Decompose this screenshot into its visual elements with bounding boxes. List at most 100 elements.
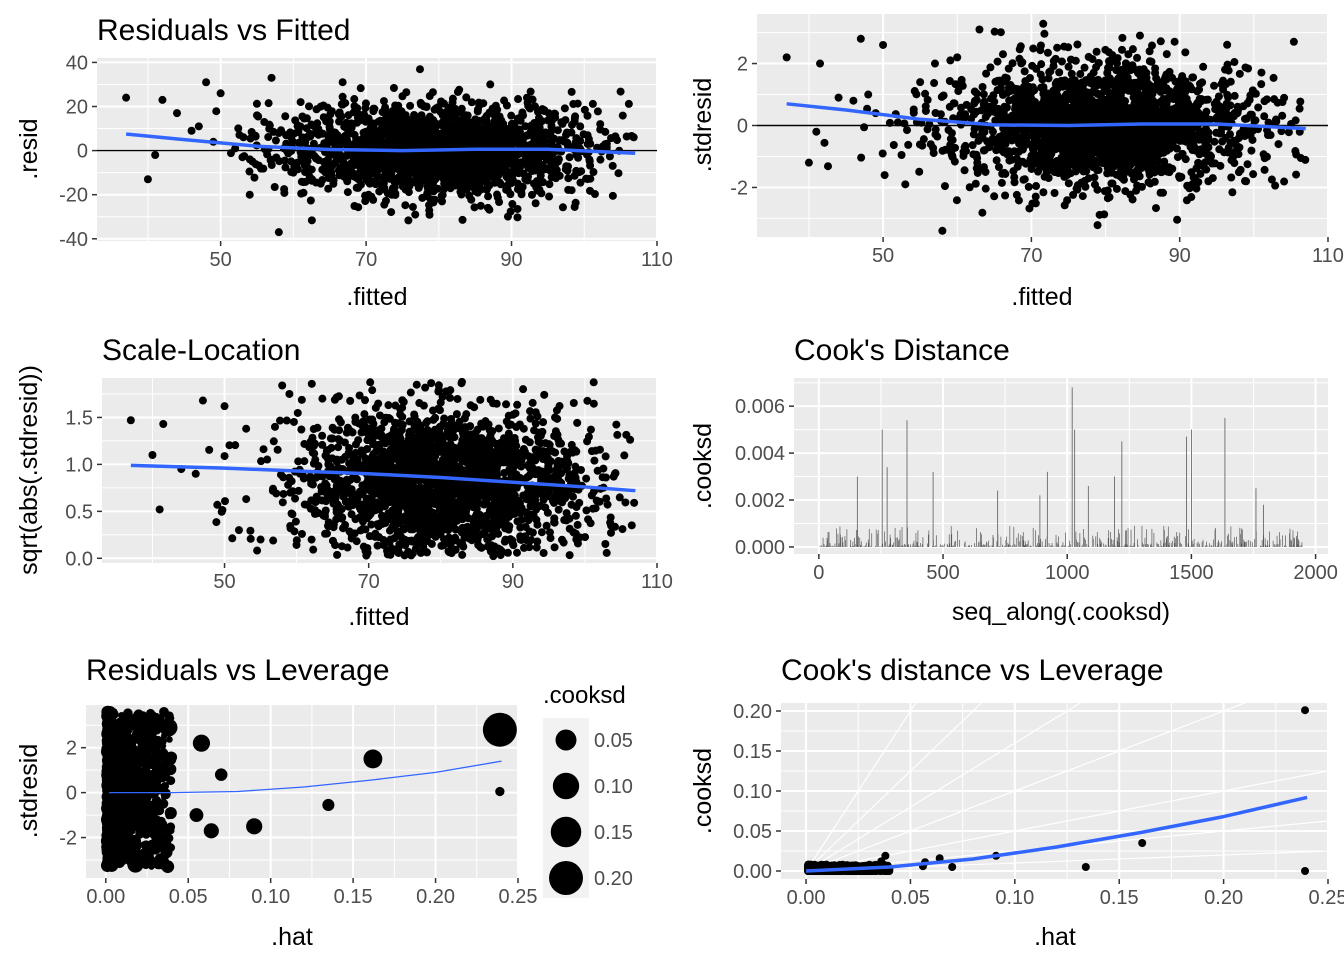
data-point (1246, 110, 1255, 119)
data-point (212, 107, 221, 116)
data-point (280, 156, 289, 165)
data-point (1050, 189, 1059, 198)
data-point (1098, 114, 1107, 123)
data-point (1134, 69, 1143, 78)
data-point (782, 53, 791, 62)
data-point (406, 101, 415, 110)
data-point (343, 161, 352, 170)
data-point (480, 170, 489, 179)
data-point (1078, 192, 1087, 201)
data-point (1146, 164, 1155, 173)
data-point (1151, 204, 1160, 213)
y-tick-label: 20 (66, 97, 88, 119)
data-point (1230, 58, 1239, 67)
data-point (465, 160, 474, 169)
data-point (1187, 193, 1196, 202)
data-point (1200, 149, 1209, 158)
data-point (938, 226, 947, 235)
point-cloud (212, 65, 638, 225)
data-point (158, 95, 167, 104)
data-point (551, 113, 560, 122)
data-point (449, 149, 458, 158)
x-tick-label: 90 (500, 249, 522, 271)
data-point (470, 203, 479, 212)
data-point (221, 497, 230, 506)
data-point (1053, 43, 1062, 52)
data-point (494, 128, 503, 137)
data-point (834, 93, 843, 102)
data-point (1089, 81, 1098, 90)
data-point (944, 125, 953, 134)
data-point (1037, 126, 1046, 135)
data-point (1230, 147, 1239, 156)
data-point (501, 136, 510, 145)
data-point (804, 158, 813, 167)
data-point (1039, 19, 1048, 28)
data-point (624, 99, 633, 108)
data-point (1240, 132, 1249, 141)
data-point (530, 426, 539, 435)
data-point (381, 103, 390, 112)
data-point (296, 98, 305, 107)
data-point (1005, 96, 1014, 105)
data-point (238, 153, 247, 162)
data-point (1187, 168, 1196, 177)
data-point (1067, 69, 1076, 78)
data-point (361, 104, 370, 113)
data-point (1216, 161, 1225, 170)
data-point (307, 379, 316, 388)
data-point (487, 129, 496, 138)
x-tick-label: 50 (210, 249, 232, 271)
data-point (312, 125, 321, 134)
data-point (480, 160, 489, 169)
data-point (545, 180, 554, 189)
data-point (326, 166, 335, 175)
data-point (1225, 130, 1234, 139)
data-point (287, 157, 296, 166)
data-point (526, 414, 535, 423)
data-point (1100, 86, 1109, 95)
data-point (340, 152, 349, 161)
data-point (499, 164, 508, 173)
data-point (580, 105, 589, 114)
data-point (618, 111, 627, 120)
data-point (297, 177, 306, 186)
data-point (513, 204, 522, 213)
data-point (988, 107, 997, 116)
smooth-line (786, 102, 1306, 131)
data-point (1110, 162, 1119, 171)
data-point (538, 141, 547, 150)
data-point (576, 122, 585, 131)
data-point (1156, 37, 1165, 46)
data-point (1260, 112, 1269, 121)
data-point (1023, 109, 1032, 118)
data-point (1117, 99, 1126, 108)
data-point (1111, 114, 1120, 123)
data-point (462, 93, 471, 102)
data-point (245, 167, 254, 176)
data-point (408, 202, 417, 211)
data-point (1165, 87, 1174, 96)
data-point (1222, 99, 1231, 108)
data-point (318, 176, 327, 185)
data-point (1067, 93, 1076, 102)
data-point (967, 114, 976, 123)
data-point (457, 190, 466, 199)
data-point (250, 173, 259, 182)
data-point (216, 89, 225, 98)
data-point (960, 166, 969, 175)
data-point (1185, 184, 1194, 193)
data-point (416, 98, 425, 107)
data-point (1093, 89, 1102, 98)
data-point (1028, 199, 1037, 208)
point-cloud (820, 19, 1310, 230)
data-point (301, 138, 310, 147)
data-point (567, 128, 576, 137)
data-point (1058, 82, 1067, 91)
data-point (526, 87, 535, 96)
data-point (351, 173, 360, 182)
data-point (401, 185, 410, 194)
data-point (956, 110, 965, 119)
data-point (1145, 57, 1154, 66)
data-point (378, 117, 387, 126)
